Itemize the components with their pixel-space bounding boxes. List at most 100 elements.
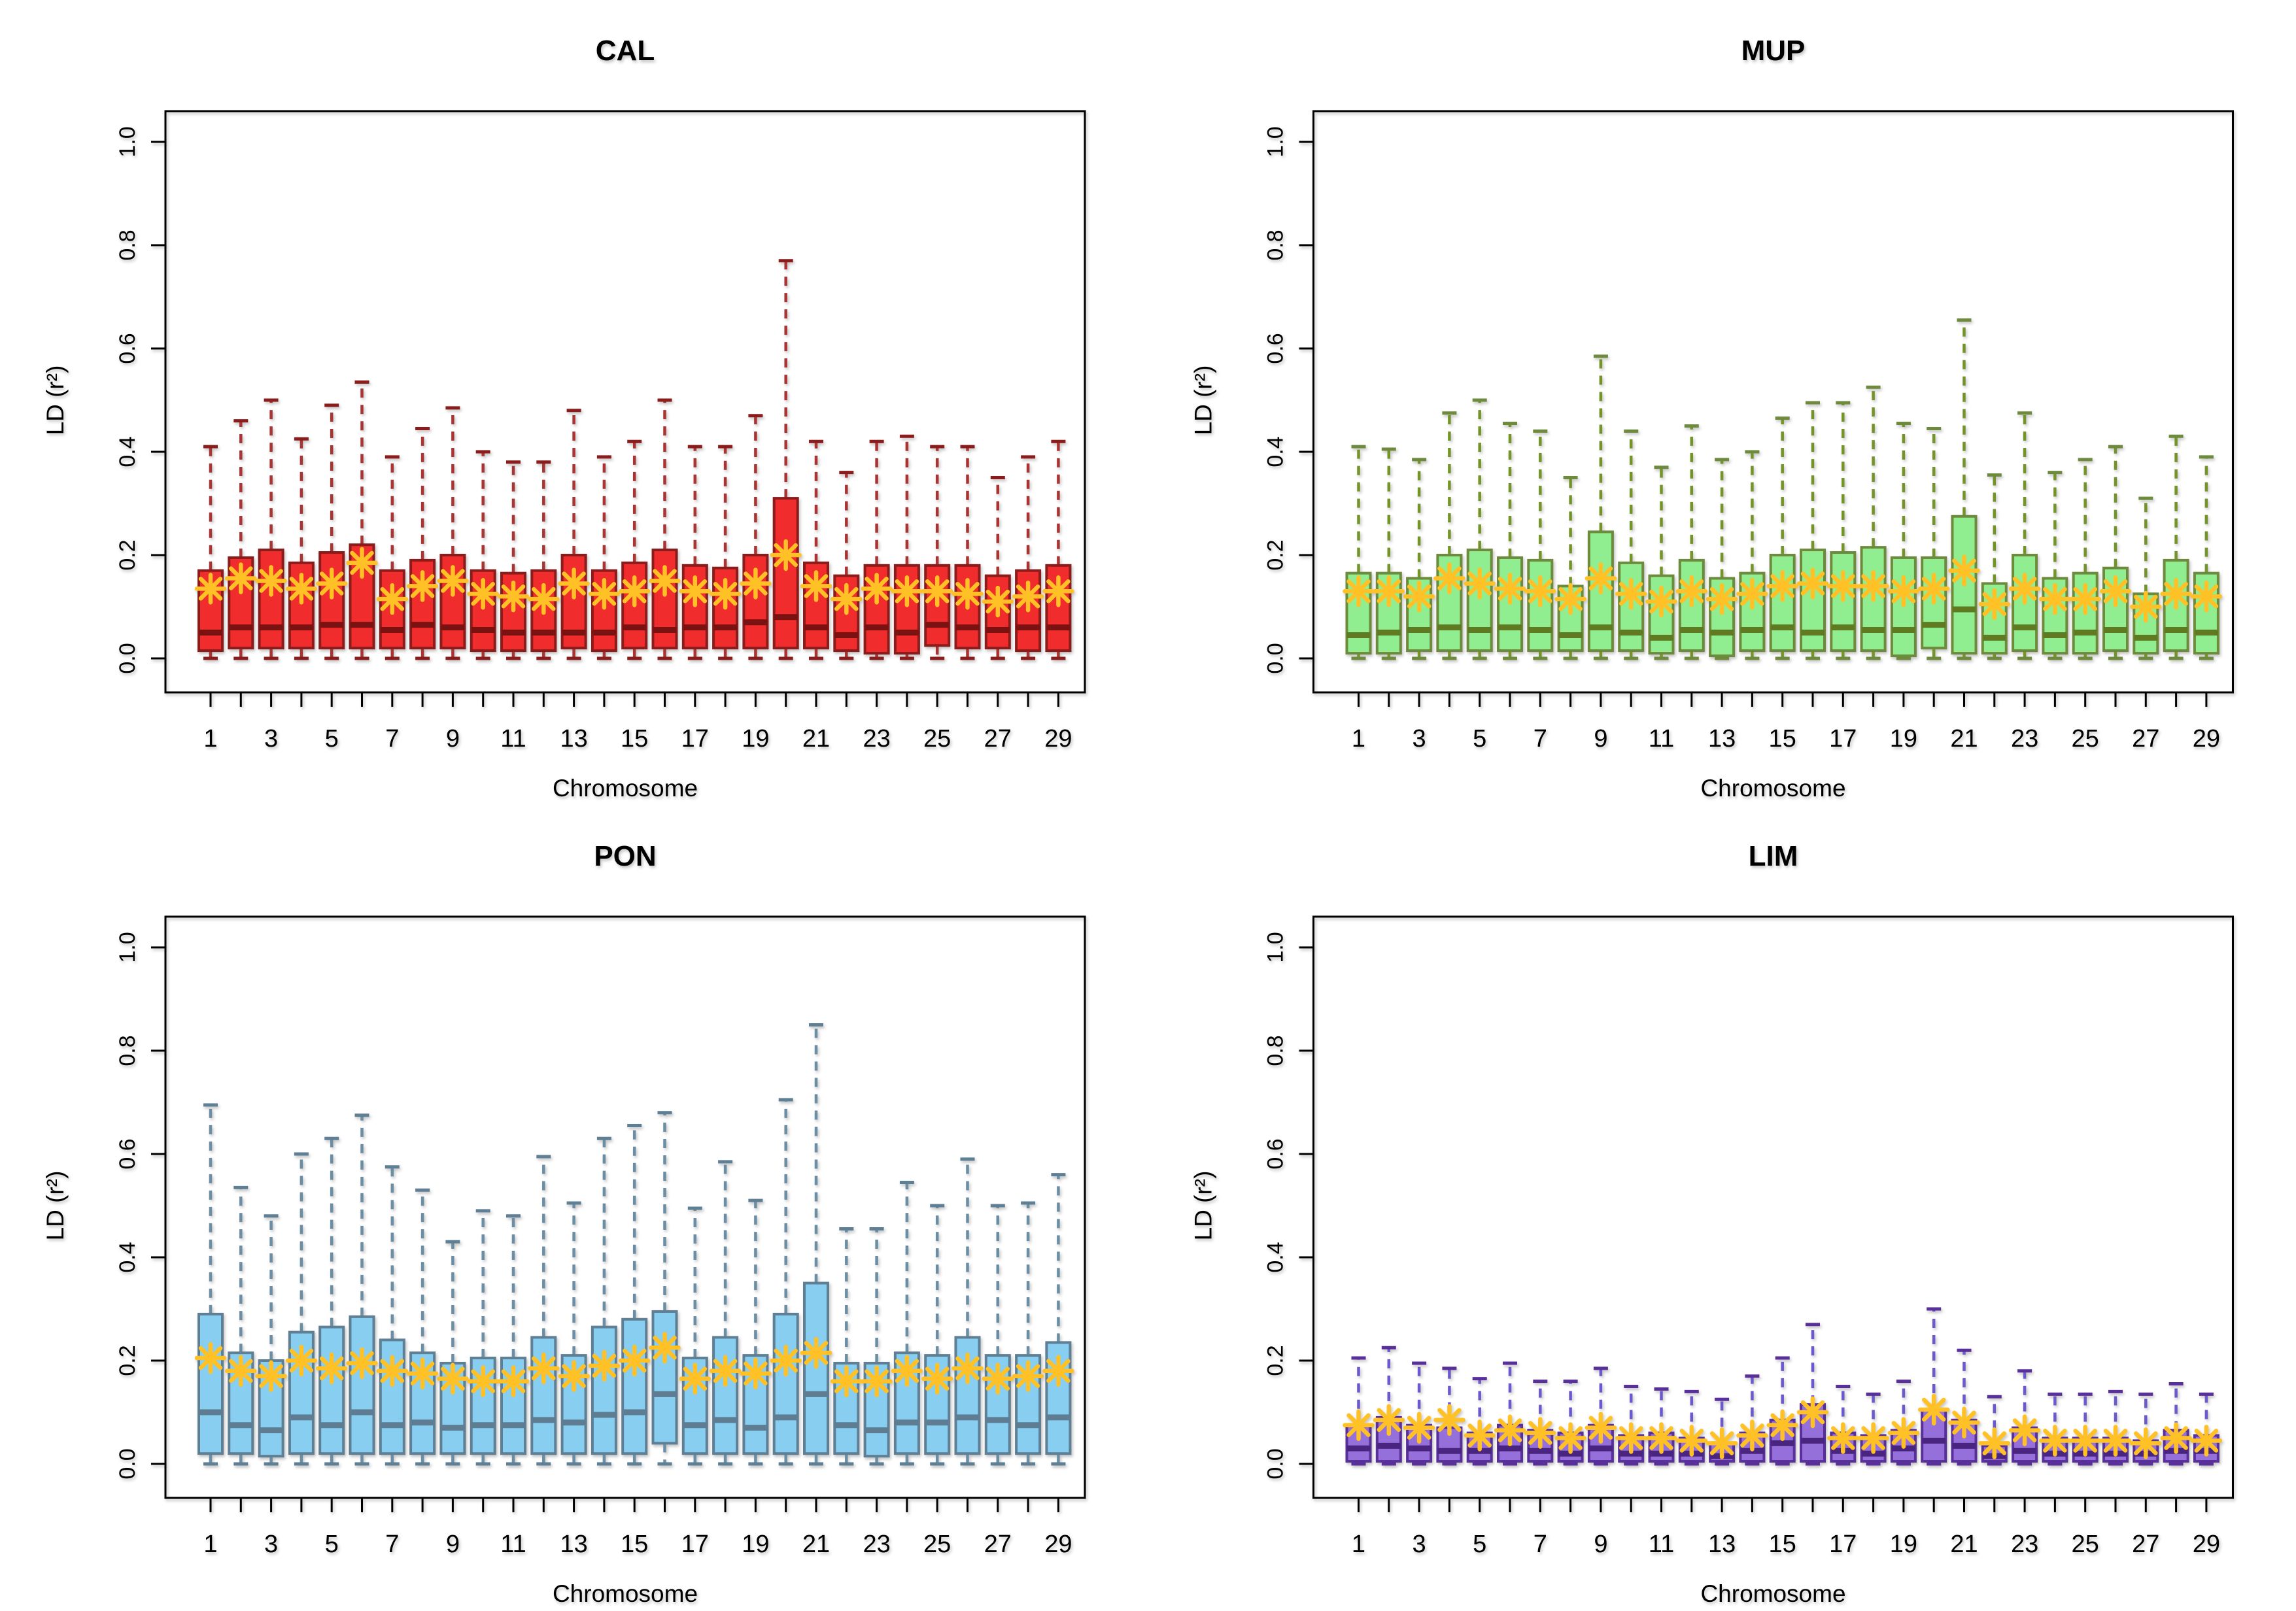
mean-asterisk-icon-chr-15 bbox=[1766, 1409, 1798, 1441]
mean-asterisk-icon-chr-12 bbox=[528, 1352, 560, 1385]
x-tick-label: 27 bbox=[984, 1531, 1012, 1558]
x-tick-label: 25 bbox=[923, 1531, 951, 1558]
y-tick-label: 0.2 bbox=[115, 1345, 140, 1376]
box-chr-14 bbox=[591, 1325, 617, 1455]
mean-asterisk-icon-chr-15 bbox=[618, 575, 651, 607]
mean-asterisk-icon-chr-22 bbox=[831, 583, 863, 615]
plot-border bbox=[164, 110, 1086, 694]
x-tick-label: 17 bbox=[1829, 1531, 1857, 1558]
mean-asterisk-icon-chr-19 bbox=[740, 568, 772, 600]
mean-asterisk-icon-chr-23 bbox=[2008, 573, 2041, 605]
x-tick-label: 21 bbox=[802, 1531, 830, 1558]
x-tick-label: 9 bbox=[1594, 1531, 1607, 1558]
mean-asterisk-icon-chr-1 bbox=[1343, 1409, 1375, 1441]
x-tick-label: 25 bbox=[923, 725, 951, 753]
y-axis-title: LD (r²) bbox=[1190, 1171, 1217, 1241]
x-tick-label: 15 bbox=[621, 725, 648, 753]
box-chr-5 bbox=[1466, 549, 1493, 653]
mean-asterisk-icon-chr-11 bbox=[1645, 1422, 1677, 1454]
mean-asterisk-icon-chr-19 bbox=[1887, 575, 1920, 607]
x-tick-label: 27 bbox=[984, 725, 1012, 753]
mean-asterisk-icon-chr-21 bbox=[1948, 554, 1980, 586]
mean-asterisk-icon-chr-14 bbox=[588, 1349, 621, 1382]
y-axis-title: LD (r²) bbox=[1190, 365, 1217, 435]
x-tick-label: 3 bbox=[264, 725, 278, 753]
x-tick-label: 1 bbox=[203, 1531, 217, 1558]
mean-asterisk-icon-chr-10 bbox=[1615, 578, 1647, 610]
x-tick-label: 11 bbox=[1649, 725, 1674, 753]
panel-title: PON bbox=[594, 840, 656, 872]
mean-asterisk-icon-chr-23 bbox=[861, 1365, 893, 1397]
mean-asterisk-icon-chr-17 bbox=[679, 575, 711, 607]
mean-asterisk-icon-chr-18 bbox=[1857, 1422, 1889, 1454]
mean-asterisk-icon-chr-25 bbox=[921, 575, 953, 607]
y-tick-label: 0.4 bbox=[115, 1242, 140, 1272]
mean-asterisk-icon-chr-28 bbox=[2160, 578, 2192, 610]
y-tick-label: 0.8 bbox=[115, 1035, 140, 1066]
box-chr-16 bbox=[651, 1310, 678, 1445]
box-chr-15 bbox=[621, 1317, 648, 1455]
mean-asterisk-icon-chr-1 bbox=[194, 1342, 227, 1374]
mean-asterisk-icon-chr-27 bbox=[2130, 1427, 2162, 1459]
x-tick-label: 21 bbox=[1950, 1531, 1978, 1558]
y-tick-label: 0.4 bbox=[115, 436, 140, 467]
y-tick-label: 0.0 bbox=[115, 1448, 140, 1479]
box-chr-6 bbox=[349, 1315, 375, 1455]
mean-asterisk-icon-chr-9 bbox=[1585, 562, 1617, 594]
x-tick-label: 5 bbox=[325, 725, 339, 753]
mean-asterisk-icon-chr-2 bbox=[1373, 575, 1405, 607]
mean-asterisk-icon-chr-23 bbox=[861, 573, 893, 605]
mean-asterisk-icon-chr-16 bbox=[1796, 568, 1829, 600]
y-tick-label: 0.4 bbox=[1263, 1242, 1288, 1272]
x-tick-label: 21 bbox=[1950, 725, 1978, 753]
mean-asterisk-icon-chr-16 bbox=[1796, 1396, 1829, 1429]
x-tick-label: 25 bbox=[2072, 1531, 2099, 1558]
mean-asterisk-icon-chr-17 bbox=[679, 1363, 711, 1395]
mean-asterisk-icon-chr-6 bbox=[1494, 573, 1526, 605]
mean-asterisk-icon-chr-29 bbox=[1042, 1355, 1074, 1387]
x-tick-label: 5 bbox=[325, 1531, 339, 1558]
plot-border bbox=[1312, 110, 2234, 694]
mean-asterisk-icon-chr-9 bbox=[437, 1363, 469, 1395]
x-tick-label: 13 bbox=[1708, 1531, 1736, 1558]
x-tick-label: 23 bbox=[2011, 1531, 2038, 1558]
y-tick-label: 1.0 bbox=[115, 126, 140, 157]
box-chr-20 bbox=[772, 497, 799, 650]
mean-asterisk-icon-chr-12 bbox=[1675, 1425, 1708, 1457]
box-chr-5 bbox=[318, 551, 345, 650]
mean-asterisk-icon-chr-11 bbox=[497, 580, 530, 613]
mean-asterisk-icon-chr-28 bbox=[1012, 1360, 1044, 1392]
y-tick-label: 0.8 bbox=[1263, 229, 1288, 260]
x-tick-label: 15 bbox=[621, 1531, 648, 1558]
x-tick-label: 19 bbox=[1890, 725, 1917, 753]
x-tick-label: 13 bbox=[560, 725, 587, 753]
mean-asterisk-icon-chr-11 bbox=[1645, 585, 1677, 618]
x-tick-label: 29 bbox=[1044, 1531, 1072, 1558]
x-axis-title: Chromosome bbox=[553, 1580, 698, 1607]
x-tick-label: 17 bbox=[1829, 725, 1857, 753]
y-tick-label: 0.2 bbox=[1263, 539, 1288, 570]
mean-asterisk-icon-chr-5 bbox=[315, 568, 348, 600]
y-tick-label: 0.2 bbox=[1263, 1345, 1288, 1376]
mean-asterisk-icon-chr-29 bbox=[1042, 575, 1074, 607]
box-chr-24 bbox=[893, 564, 920, 655]
x-tick-label: 7 bbox=[385, 725, 399, 753]
mean-asterisk-icon-chr-3 bbox=[255, 565, 287, 597]
plot-border bbox=[164, 915, 1086, 1499]
y-axis-title: LD (r²) bbox=[42, 365, 69, 435]
x-tick-label: 5 bbox=[1473, 1531, 1486, 1558]
mean-asterisk-icon-chr-21 bbox=[1948, 1406, 1980, 1439]
mean-asterisk-icon-chr-8 bbox=[406, 570, 439, 602]
mean-asterisk-icon-chr-13 bbox=[558, 1360, 590, 1392]
x-tick-label: 19 bbox=[1890, 1531, 1917, 1558]
box-chr-5 bbox=[318, 1325, 345, 1455]
box-chr-7 bbox=[1527, 558, 1554, 653]
mean-asterisk-icon-chr-13 bbox=[1705, 583, 1738, 615]
panel-title: CAL bbox=[596, 35, 655, 67]
box-chr-2 bbox=[1375, 571, 1402, 655]
mean-asterisk-icon-chr-2 bbox=[225, 1355, 257, 1387]
